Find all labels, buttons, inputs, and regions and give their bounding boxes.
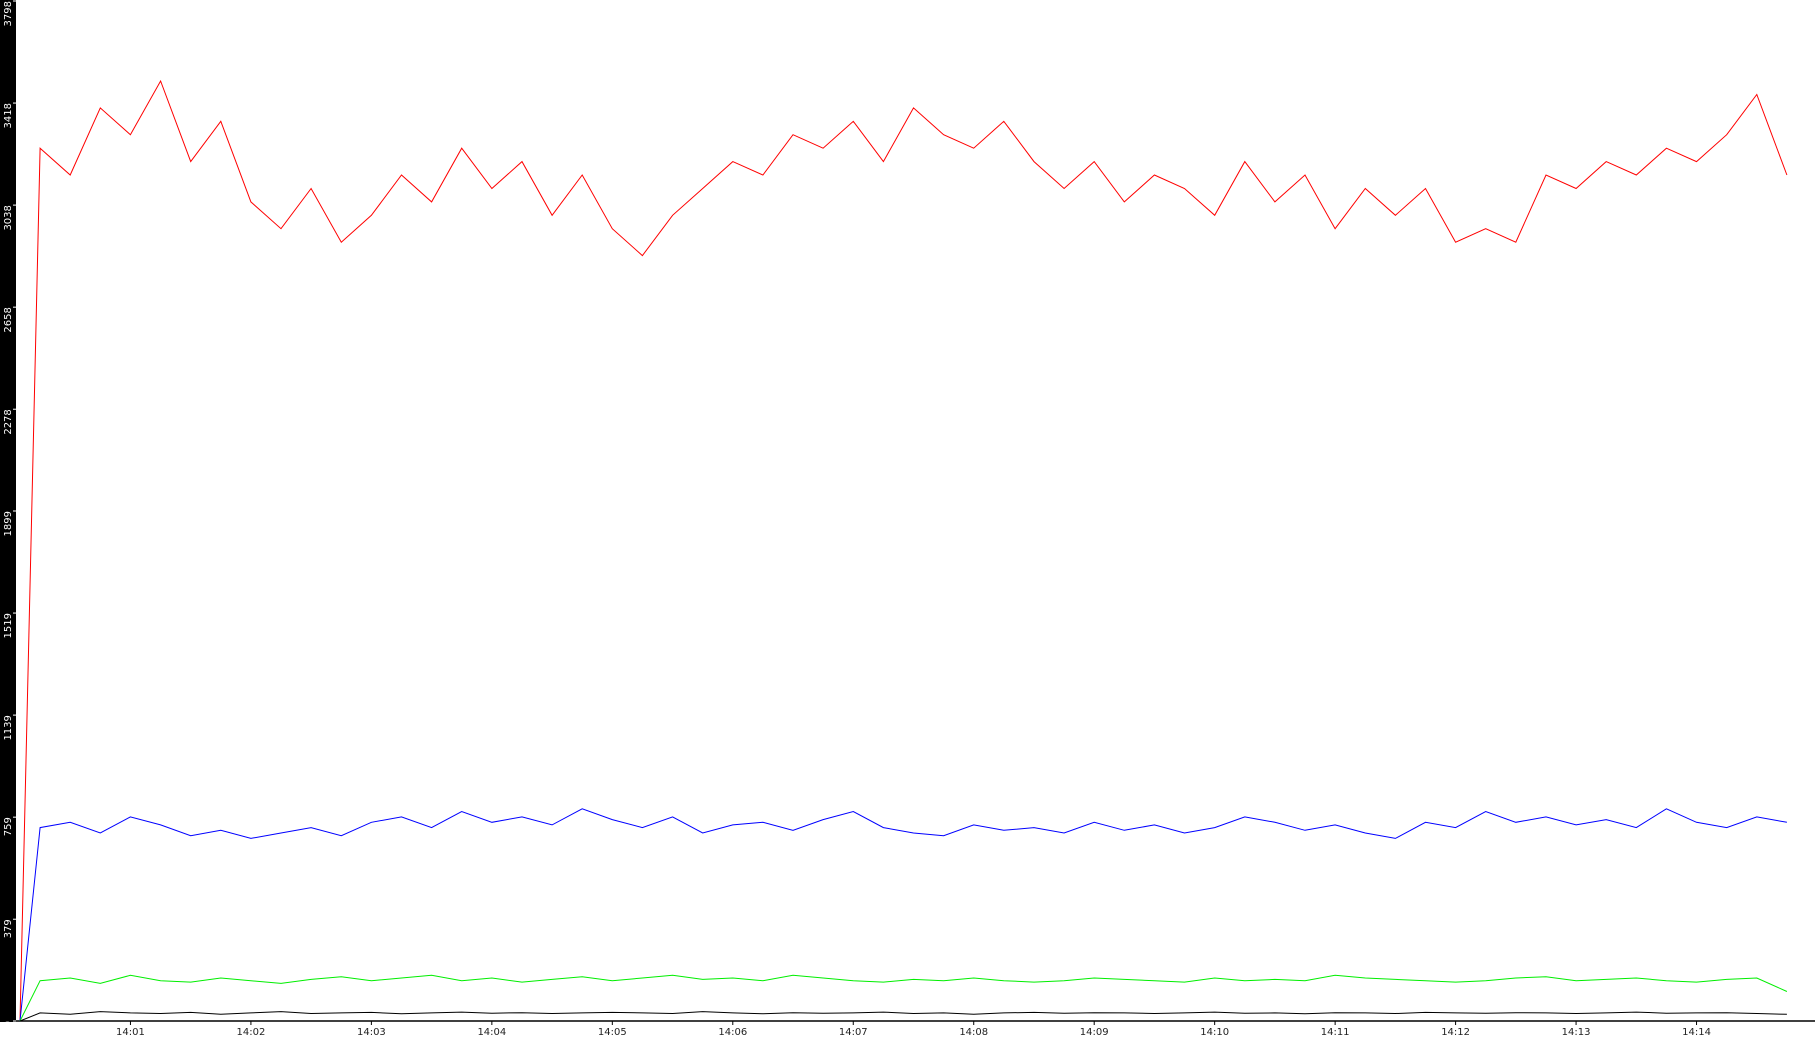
y-tick-label: 2658 — [3, 307, 14, 332]
x-tick-label: 14:13 — [1562, 1027, 1591, 1038]
series-line — [19, 974, 1788, 1022]
y-axis-strip — [0, 0, 16, 1022]
y-tick-label: 1139 — [3, 715, 14, 740]
y-tick-label: 3038 — [3, 205, 14, 230]
y-tick-label: 1899 — [3, 511, 14, 536]
y-tick-label: 759 — [3, 817, 14, 836]
x-tick-label: 14:14 — [1682, 1027, 1711, 1038]
x-tick-label: 14:06 — [718, 1027, 747, 1038]
x-tick-label: 14:12 — [1441, 1027, 1470, 1038]
x-tick-label: 14:01 — [116, 1027, 145, 1038]
series-line — [19, 79, 1788, 1022]
x-tick-label: 14:02 — [237, 1027, 266, 1038]
series-line — [19, 808, 1787, 1022]
y-tick-label: 2278 — [3, 409, 14, 434]
y-tick-label: 1519 — [3, 613, 14, 638]
x-tick-label: 14:10 — [1200, 1027, 1229, 1038]
y-tick-label: 0 — [3, 1021, 14, 1027]
y-tick-label: 3418 — [3, 103, 14, 128]
y-tick-label: 379 — [3, 919, 14, 938]
x-tick-label: 14:07 — [839, 1027, 868, 1038]
x-tick-label: 14:09 — [1080, 1027, 1109, 1038]
x-tick-label: 14:11 — [1321, 1027, 1350, 1038]
series-line — [19, 1011, 1787, 1022]
x-tick-label: 14:05 — [598, 1027, 627, 1038]
y-tick-label: 3798 — [3, 1, 14, 26]
x-tick-label: 14:08 — [959, 1027, 988, 1038]
x-tick-label: 14:03 — [357, 1027, 386, 1038]
x-tick-label: 14:04 — [477, 1027, 506, 1038]
